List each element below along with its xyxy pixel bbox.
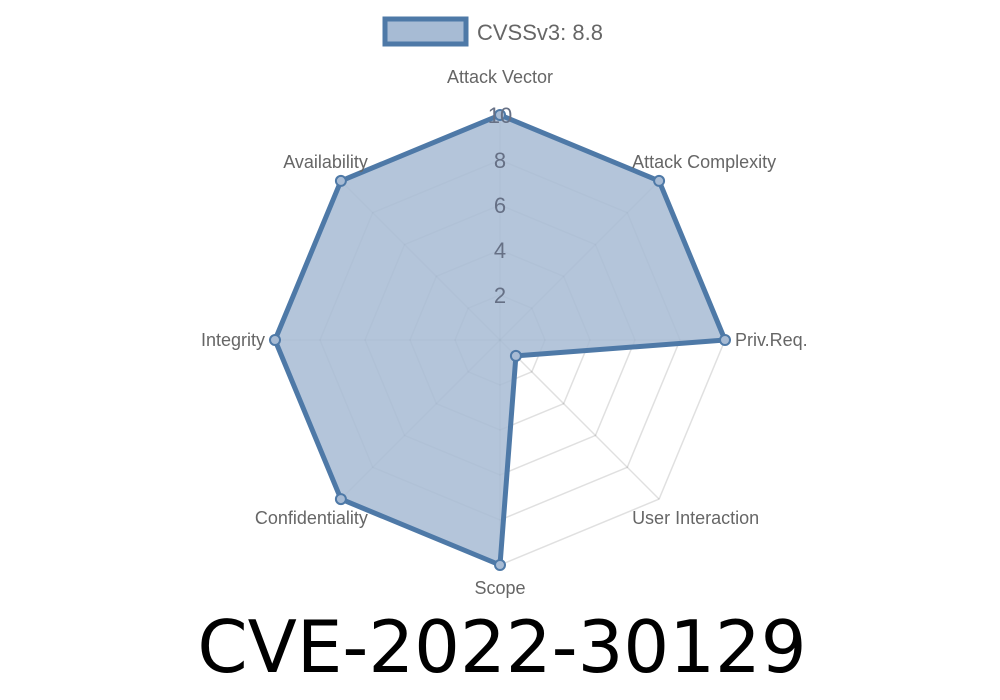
axis-label: Scope (474, 578, 525, 598)
data-point (653, 174, 666, 187)
axis-label: Attack Vector (447, 67, 553, 87)
data-point (719, 334, 731, 346)
data-point (269, 334, 281, 346)
axis-label: Availability (283, 152, 368, 172)
tick-label: 8 (494, 148, 506, 173)
tick-labels: 2 4 6 8 10 (488, 103, 512, 308)
axis-labels: Attack Vector Attack Complexity Priv.Req. U… (201, 67, 808, 598)
legend-label: CVSSv3: 8.8 (477, 20, 603, 45)
legend-swatch (382, 16, 469, 47)
tick-label: 6 (494, 193, 506, 218)
axis-label: Confidentiality (255, 508, 368, 528)
data-point (334, 493, 347, 506)
axis-label: Priv.Req. (735, 330, 808, 350)
page-title: CVE-2022-30129 (197, 605, 806, 689)
tick-label: 10 (488, 103, 512, 128)
axis-label: User Interaction (632, 508, 759, 528)
series (269, 109, 731, 571)
axis-label: Attack Complexity (632, 152, 776, 172)
grid-spoke (499, 339, 660, 500)
axis-label: Integrity (201, 330, 265, 350)
legend: CVSSv3: 8.8 (382, 16, 603, 47)
tick-label: 2 (494, 283, 506, 308)
tick-label: 4 (494, 238, 506, 263)
data-point (494, 559, 506, 571)
data-point (494, 109, 506, 121)
data-point (509, 349, 522, 362)
data-point (334, 174, 347, 187)
